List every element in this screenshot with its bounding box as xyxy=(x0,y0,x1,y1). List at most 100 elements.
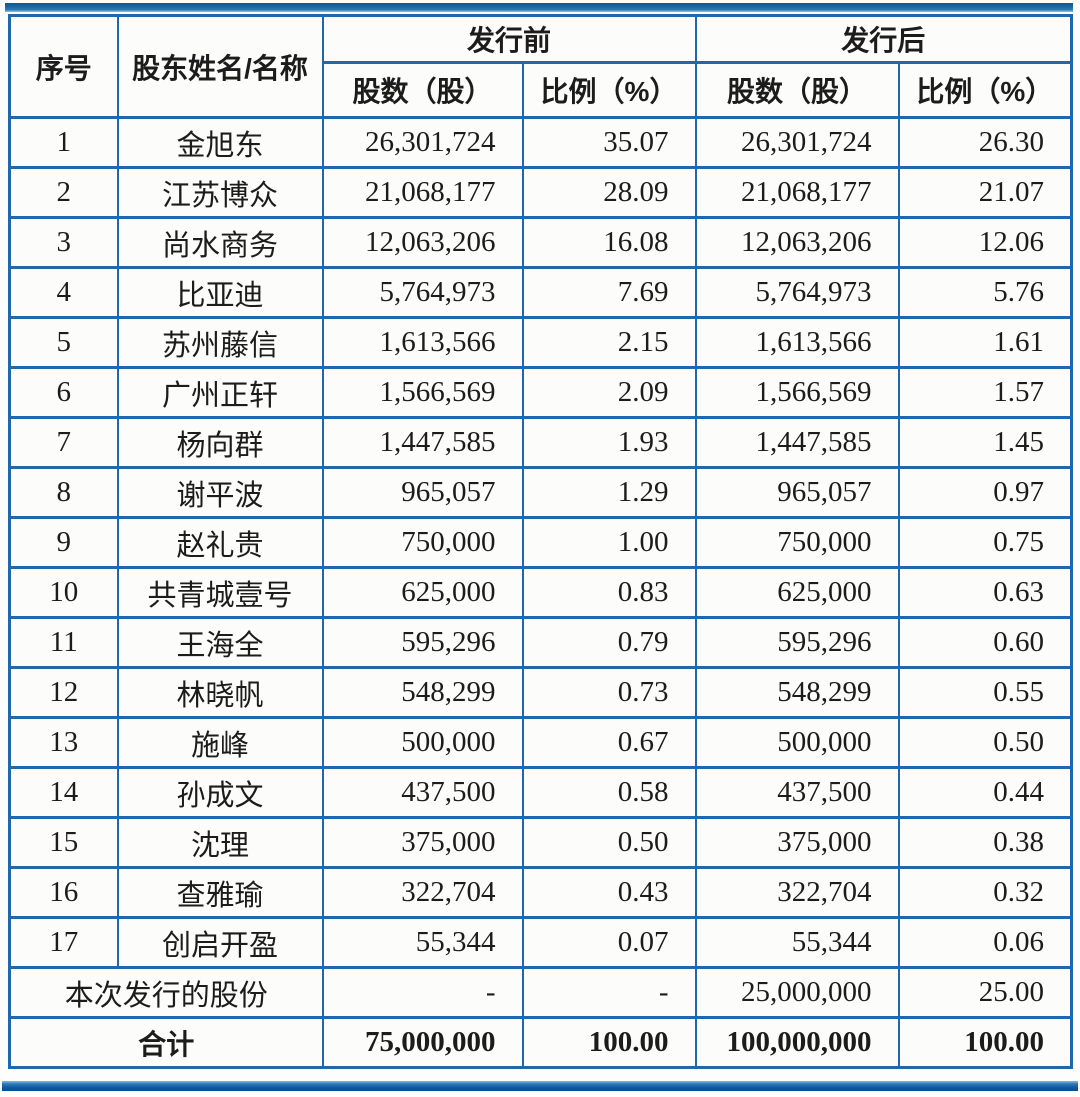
header-shareholder-name: 股东姓名/名称 xyxy=(116,14,324,119)
before-ratio-value: 0.43 xyxy=(521,866,697,919)
before-shares-value: 5,764,973 xyxy=(321,266,524,319)
shareholder-structure-table: 序号 股东姓名/名称 发行前 发行后 股数（股） 比例（%） 股数（股） 比例（… xyxy=(8,14,1074,1069)
shareholder-name: 金旭东 xyxy=(116,116,324,169)
before-ratio-value: 0.50 xyxy=(521,816,697,869)
after-shares-value: 1,447,585 xyxy=(694,416,900,469)
before-ratio-value: 0.58 xyxy=(521,766,697,819)
shareholder-name: 创启开盈 xyxy=(116,916,324,969)
before-shares-value: 322,704 xyxy=(321,866,524,919)
after-shares-value: 21,068,177 xyxy=(694,166,900,219)
before-shares-value: 965,057 xyxy=(321,466,524,519)
row-index: 13 xyxy=(8,716,119,769)
after-shares-value: 1,613,566 xyxy=(694,316,900,369)
after-shares-value: 5,764,973 xyxy=(694,266,900,319)
header-index: 序号 xyxy=(8,14,119,119)
before-ratio-value: 1.93 xyxy=(521,416,697,469)
after-ratio-value: 0.60 xyxy=(897,616,1073,669)
after-shares-value: 437,500 xyxy=(694,766,900,819)
row-index: 14 xyxy=(8,766,119,819)
after-ratio-value: 0.75 xyxy=(897,516,1073,569)
before-shares-value: 548,299 xyxy=(321,666,524,719)
after-ratio-value: 1.57 xyxy=(897,366,1073,419)
before-ratio-value: 16.08 xyxy=(521,216,697,269)
before-ratio-value: 1.29 xyxy=(521,466,697,519)
after-ratio-value: 0.32 xyxy=(897,866,1073,919)
row-index: 1 xyxy=(8,116,119,169)
after-ratio-value: 12.06 xyxy=(897,216,1073,269)
after-shares-value: 548,299 xyxy=(694,666,900,719)
before-shares-value: 12,063,206 xyxy=(321,216,524,269)
after-ratio-value: 0.06 xyxy=(897,916,1073,969)
before-shares-value: 1,566,569 xyxy=(321,366,524,419)
after-ratio-value: 1.61 xyxy=(897,316,1073,369)
shareholder-row: 8 谢平波 965,057 1.29 965,057 0.97 xyxy=(8,466,1073,519)
row-index: 7 xyxy=(8,416,119,469)
shareholder-row: 7 杨向群 1,447,585 1.93 1,447,585 1.45 xyxy=(8,416,1073,469)
header-group-after-issue: 发行后 xyxy=(694,14,1073,64)
shareholder-row: 11 王海全 595,296 0.79 595,296 0.60 xyxy=(8,616,1073,669)
row-index: 8 xyxy=(8,466,119,519)
after-ratio-value: 5.76 xyxy=(897,266,1073,319)
before-shares-value: 750,000 xyxy=(321,516,524,569)
total-after-shares: 100,000,000 xyxy=(694,1016,900,1069)
after-ratio-value: 0.55 xyxy=(897,666,1073,719)
shareholder-row: 4 比亚迪 5,764,973 7.69 5,764,973 5.76 xyxy=(8,266,1073,319)
shareholder-row: 13 施峰 500,000 0.67 500,000 0.50 xyxy=(8,716,1073,769)
after-ratio-value: 26.30 xyxy=(897,116,1073,169)
before-ratio-value: 2.09 xyxy=(521,366,697,419)
shareholder-name: 林晓帆 xyxy=(116,666,324,719)
after-shares-value: 625,000 xyxy=(694,566,900,619)
shareholder-row: 15 沈理 375,000 0.50 375,000 0.38 xyxy=(8,816,1073,869)
before-shares-value: 500,000 xyxy=(321,716,524,769)
header-before-ratio: 比例（%） xyxy=(521,61,697,119)
before-ratio-value: 0.79 xyxy=(521,616,697,669)
after-shares-value: 55,344 xyxy=(694,916,900,969)
after-shares-value: 375,000 xyxy=(694,816,900,869)
total-row: 合计 75,000,000 100.00 100,000,000 100.00 xyxy=(8,1016,1073,1069)
before-ratio-value: 0.73 xyxy=(521,666,697,719)
header-row-subcolumns: 股数（股） 比例（%） 股数（股） 比例（%） xyxy=(10,61,1073,119)
shareholder-row: 2 江苏博众 21,068,177 28.09 21,068,177 21.07 xyxy=(8,166,1073,219)
total-label: 合计 xyxy=(8,1016,324,1069)
new-issue-before-ratio: - xyxy=(521,966,697,1019)
shareholder-row: 1 金旭东 26,301,724 35.07 26,301,724 26.30 xyxy=(8,116,1073,169)
after-shares-value: 322,704 xyxy=(694,866,900,919)
before-shares-value: 437,500 xyxy=(321,766,524,819)
row-index: 11 xyxy=(8,616,119,669)
new-issue-after-shares: 25,000,000 xyxy=(694,966,900,1019)
header-before-shares: 股数（股） xyxy=(321,61,524,119)
top-horizontal-rule xyxy=(5,3,1073,12)
after-shares-value: 595,296 xyxy=(694,616,900,669)
after-shares-value: 1,566,569 xyxy=(694,366,900,419)
before-shares-value: 26,301,724 xyxy=(321,116,524,169)
row-index: 2 xyxy=(8,166,119,219)
before-ratio-value: 1.00 xyxy=(521,516,697,569)
after-shares-value: 26,301,724 xyxy=(694,116,900,169)
shareholder-name: 孙成文 xyxy=(116,766,324,819)
shareholder-name: 江苏博众 xyxy=(116,166,324,219)
after-ratio-value: 0.50 xyxy=(897,716,1073,769)
before-ratio-value: 35.07 xyxy=(521,116,697,169)
shareholder-name: 赵礼贵 xyxy=(116,516,324,569)
before-ratio-value: 28.09 xyxy=(521,166,697,219)
before-ratio-value: 0.83 xyxy=(521,566,697,619)
after-shares-value: 965,057 xyxy=(694,466,900,519)
shareholder-row: 6 广州正轩 1,566,569 2.09 1,566,569 1.57 xyxy=(8,366,1073,419)
total-before-shares: 75,000,000 xyxy=(321,1016,524,1069)
shareholder-name: 施峰 xyxy=(116,716,324,769)
shareholder-name: 尚水商务 xyxy=(116,216,324,269)
before-ratio-value: 2.15 xyxy=(521,316,697,369)
before-ratio-value: 0.67 xyxy=(521,716,697,769)
shareholder-name: 谢平波 xyxy=(116,466,324,519)
row-index: 3 xyxy=(8,216,119,269)
shareholder-row: 9 赵礼贵 750,000 1.00 750,000 0.75 xyxy=(8,516,1073,569)
shareholder-name: 查雅瑜 xyxy=(116,866,324,919)
before-shares-value: 55,344 xyxy=(321,916,524,969)
shareholder-name: 沈理 xyxy=(116,816,324,869)
row-index: 10 xyxy=(8,566,119,619)
new-issue-row: 本次发行的股份 - - 25,000,000 25.00 xyxy=(8,966,1073,1019)
after-shares-value: 500,000 xyxy=(694,716,900,769)
header-row-groups: 序号 股东姓名/名称 发行前 发行后 xyxy=(8,14,1073,119)
shareholder-row: 17 创启开盈 55,344 0.07 55,344 0.06 xyxy=(8,916,1073,969)
